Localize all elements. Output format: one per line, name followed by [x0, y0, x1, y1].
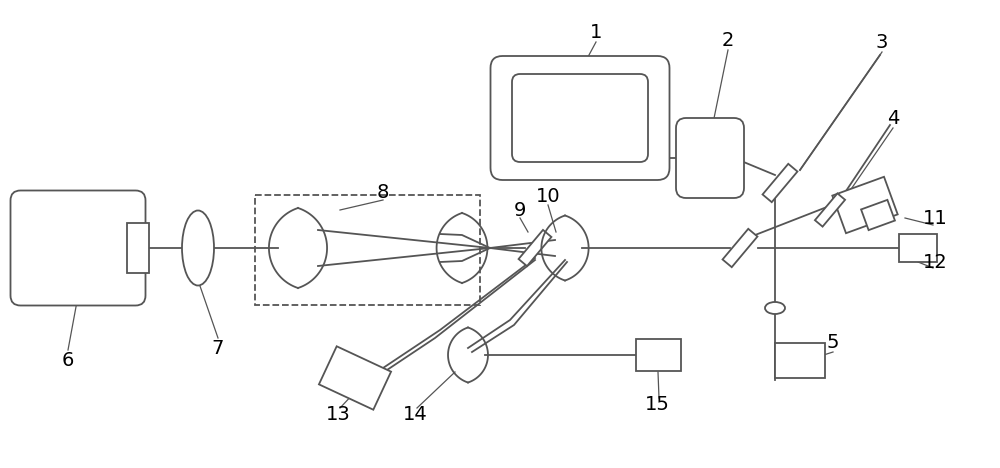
Text: 1: 1: [590, 22, 602, 42]
Text: 2: 2: [722, 30, 734, 50]
Text: 3: 3: [876, 32, 888, 51]
Text: 11: 11: [923, 209, 947, 227]
FancyBboxPatch shape: [676, 118, 744, 198]
Polygon shape: [832, 177, 898, 233]
Polygon shape: [723, 229, 757, 267]
Text: 7: 7: [212, 338, 224, 358]
Text: 13: 13: [326, 405, 350, 424]
Bar: [636, 339, 680, 371]
FancyBboxPatch shape: [490, 56, 670, 180]
Bar: [255, 195, 480, 305]
Bar: [899, 234, 937, 262]
Polygon shape: [763, 164, 797, 202]
Polygon shape: [519, 230, 551, 266]
FancyBboxPatch shape: [512, 74, 648, 162]
Text: 12: 12: [923, 253, 947, 271]
Polygon shape: [319, 346, 391, 410]
Text: 6: 6: [62, 351, 74, 370]
Bar: [775, 343, 825, 378]
Bar: [127, 223, 149, 273]
Ellipse shape: [182, 211, 214, 285]
Polygon shape: [861, 200, 895, 230]
Text: 10: 10: [536, 188, 560, 206]
Text: 5: 5: [827, 332, 839, 351]
Text: 9: 9: [514, 200, 526, 219]
FancyBboxPatch shape: [10, 190, 146, 306]
Text: 15: 15: [645, 395, 669, 415]
Text: 8: 8: [377, 183, 389, 202]
Ellipse shape: [765, 302, 785, 314]
Text: 14: 14: [403, 405, 427, 424]
Text: 4: 4: [887, 109, 899, 127]
Polygon shape: [815, 193, 845, 227]
